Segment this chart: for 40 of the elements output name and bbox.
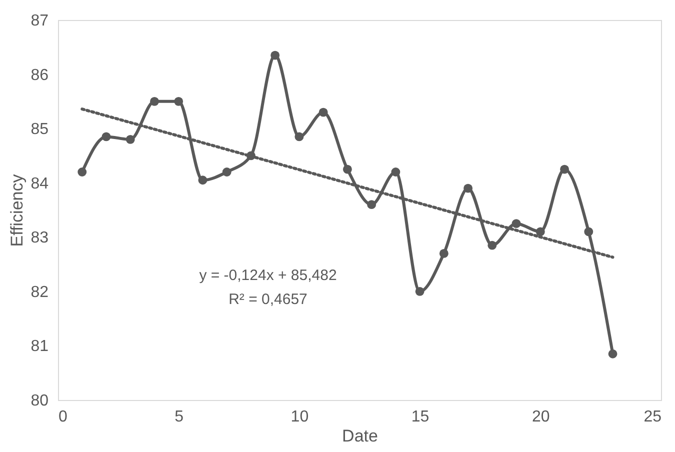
point: [560, 164, 569, 174]
point: [391, 168, 400, 176]
y-tick-label: 81: [30, 338, 49, 356]
annotation: R² = 0,4657: [228, 291, 308, 308]
y-tick-label: 85: [30, 121, 49, 138]
point: [584, 227, 594, 236]
point: [464, 184, 473, 193]
y-tick-label: 83: [30, 230, 49, 247]
point: [294, 132, 304, 142]
point: [174, 96, 184, 106]
point: [270, 50, 280, 60]
x-tick-label: 10: [290, 408, 309, 426]
y-tick-label: 82: [30, 284, 49, 301]
point: [439, 248, 448, 258]
point: [198, 176, 208, 185]
x-tick-label: 15: [411, 408, 430, 426]
point: [512, 219, 521, 228]
x-tick-label: 20: [532, 408, 550, 426]
point: [342, 164, 352, 174]
y-tick-label: 80: [30, 392, 49, 410]
point: [126, 134, 135, 144]
annotation: y = -0,124x + 85,482: [199, 267, 337, 284]
point: [102, 132, 111, 142]
x-tick-label: 25: [644, 408, 662, 426]
x-axis-title: Date: [342, 426, 378, 446]
point: [78, 168, 87, 176]
point: [488, 240, 497, 250]
x-tick-label: 0: [58, 408, 68, 426]
point: [367, 200, 376, 210]
point: [318, 108, 328, 117]
y-axis-title: Efficiency: [8, 174, 27, 247]
y-tick-label: 86: [30, 66, 49, 84]
y-tick-label: 84: [30, 175, 49, 192]
x-tick-label: 5: [174, 408, 184, 426]
point: [608, 349, 618, 358]
point: [536, 227, 545, 236]
point: [222, 168, 232, 176]
point: [150, 96, 159, 106]
y-tick-label: 87: [30, 12, 49, 30]
point: [415, 286, 424, 296]
